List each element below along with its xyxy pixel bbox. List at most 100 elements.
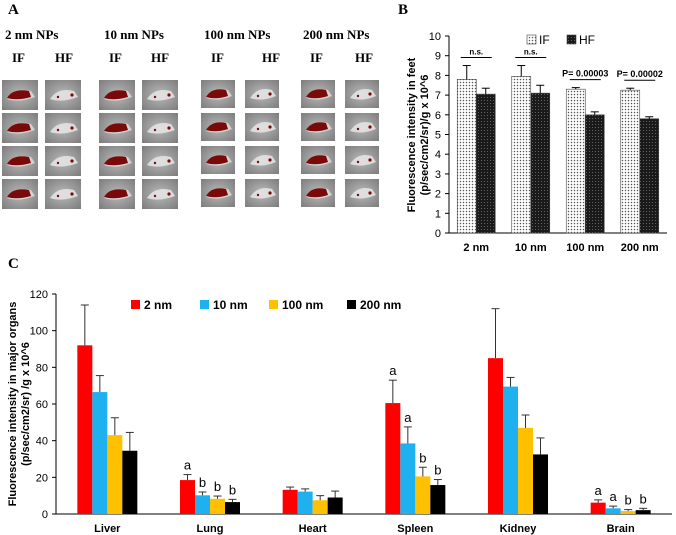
- paw-image-thumbnail: [99, 113, 135, 143]
- bar-10nm-Liver: [92, 392, 108, 514]
- bar-10nm-Spleen: [400, 443, 416, 514]
- x-tick-label: Kidney: [500, 523, 538, 535]
- paw-image-thumbnail: [142, 80, 178, 110]
- y-tick-label: 2: [435, 189, 441, 201]
- x-tick-label: Lung: [197, 523, 224, 535]
- paw-image-thumbnail: [45, 179, 81, 209]
- bar-100nm-Kidney: [518, 427, 533, 514]
- paw-image-thumbnail: [142, 146, 178, 176]
- significance-label: n.s.: [524, 48, 538, 57]
- y-tick-label: 7: [435, 90, 441, 102]
- y-tick-label: 6: [435, 110, 441, 122]
- x-tick-label: Heart: [299, 523, 327, 535]
- bar-200nm-Kidney: [533, 454, 548, 514]
- legend-label-HF: HF: [579, 33, 595, 47]
- paw-image-thumbnail: [201, 113, 235, 141]
- x-tick-label: 100 nm: [566, 242, 604, 254]
- y-tick-label: 1: [435, 208, 441, 220]
- bar-200nm-Lung: [225, 502, 240, 514]
- significance-letter: b: [640, 491, 647, 506]
- significance-letter: a: [184, 458, 192, 473]
- legend-swatch-10nm: [200, 300, 209, 309]
- significance-letter: b: [229, 482, 236, 497]
- significance-label: P= 0.00002: [617, 69, 663, 79]
- panel-label-a: A: [8, 2, 19, 18]
- bar-100nm-Lung: [210, 498, 225, 514]
- paw-image-thumbnail: [301, 80, 335, 108]
- paw-image-thumbnail: [2, 113, 38, 143]
- y-tick-label: 4: [435, 149, 441, 161]
- y-tick-label: 10: [429, 31, 441, 43]
- bar-2nm-Liver: [77, 345, 93, 514]
- paw-image-thumbnail: [245, 179, 279, 207]
- bar-200nm-Heart: [327, 497, 343, 514]
- group-title-100nm: 100 nm NPs: [204, 27, 271, 42]
- significance-letter: b: [199, 475, 206, 490]
- paw-image-thumbnail: [201, 146, 235, 174]
- paw-image-thumbnail: [201, 80, 235, 108]
- bar-200nm-Brain: [635, 510, 651, 514]
- y-tick-label: 5: [435, 130, 441, 142]
- paw-image-thumbnail: [99, 80, 135, 110]
- bar-10nm-Lung: [195, 495, 210, 514]
- paw-image-thumbnail: [99, 179, 135, 209]
- y-tick-label: 0: [435, 228, 441, 240]
- y-axis-label-line1: Fluorescence intensity in feet: [406, 57, 418, 212]
- paw-image-thumbnail: [45, 80, 81, 110]
- significance-letter: b: [434, 463, 441, 478]
- paw-image-thumbnail: [345, 113, 379, 141]
- paw-image-thumbnail: [301, 146, 335, 174]
- bar-2nm-Kidney: [488, 358, 503, 514]
- significance-letter: b: [214, 479, 221, 494]
- paw-image-thumbnail: [142, 113, 178, 143]
- paw-image-thumbnail: [45, 146, 81, 176]
- group-title-2nm: 2 nm NPs: [5, 27, 59, 42]
- bar-10nm-Kidney: [503, 386, 518, 514]
- paw-image-thumbnail: [345, 146, 379, 174]
- paw-image-thumbnail: [245, 146, 279, 174]
- significance-letter: a: [595, 483, 603, 498]
- paw-image-thumbnail: [301, 179, 335, 207]
- x-tick-label: Brain: [607, 523, 635, 535]
- bar-2nm-Heart: [282, 489, 298, 514]
- paw-image-thumbnail: [201, 179, 235, 207]
- x-tick-label: 2 nm: [463, 242, 489, 254]
- legend-swatch-IF: [526, 34, 537, 45]
- legend-swatch-100nm: [269, 300, 278, 309]
- significance-letter: a: [610, 489, 618, 504]
- bar-10nm-Heart: [297, 491, 313, 514]
- legend-swatch-200nm: [347, 300, 356, 309]
- significance-letter: a: [389, 363, 397, 378]
- bar-100nm-Brain: [620, 511, 636, 514]
- y-axis-label-line1: Fluorescence intensity in major organs: [7, 302, 19, 507]
- legend-label-10nm: 10 nm: [213, 298, 248, 312]
- y-tick-label: 40: [36, 436, 48, 448]
- paw-image-thumbnail: [301, 113, 335, 141]
- if-label-2nm: IF: [12, 50, 25, 65]
- hf-label-10nm: HF: [151, 50, 170, 65]
- significance-letter: b: [419, 450, 426, 465]
- hf-label-100nm: HF: [262, 50, 281, 65]
- paw-image-thumbnail: [345, 179, 379, 207]
- y-tick-label: 80: [36, 362, 48, 374]
- bar-2nm-Spleen: [385, 403, 401, 514]
- hf-label-200nm: HF: [355, 50, 374, 65]
- legend-swatch-2nm: [131, 300, 140, 309]
- legend-label-200nm: 200 nm: [360, 298, 401, 312]
- if-label-10nm: IF: [109, 50, 122, 65]
- y-tick-label: 20: [36, 472, 48, 484]
- y-tick-label: 8: [435, 70, 441, 82]
- legend-label-IF: IF: [539, 33, 550, 47]
- legend-label-2nm: 2 nm: [144, 298, 172, 312]
- y-tick-label: 60: [36, 399, 48, 411]
- panel-label-c: C: [8, 256, 19, 272]
- y-axis-label-line2: (p/sec/cm2/sr)/g x 10^6: [419, 75, 431, 196]
- significance-letter: a: [404, 410, 412, 425]
- paw-image-thumbnail: [2, 179, 38, 209]
- paw-image-thumbnail: [345, 80, 379, 108]
- paw-image-thumbnail: [245, 80, 279, 108]
- paw-image-thumbnail: [45, 113, 81, 143]
